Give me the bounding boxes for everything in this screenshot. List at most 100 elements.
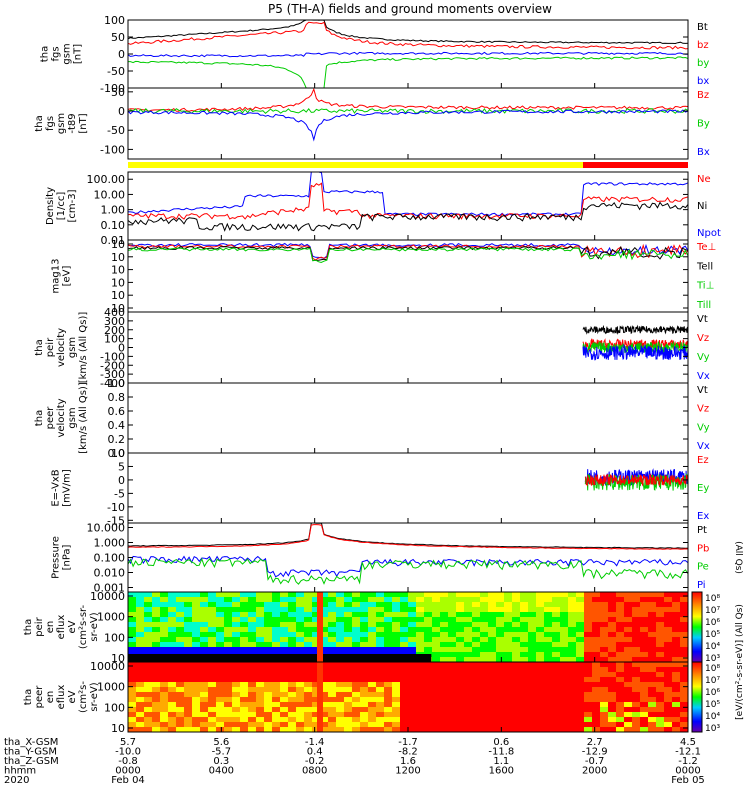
spectrogram-cell bbox=[224, 677, 233, 683]
spectrogram-cell bbox=[480, 662, 489, 668]
spectrogram-cell bbox=[408, 642, 417, 648]
spectrogram-cell bbox=[224, 722, 233, 728]
spectrogram-cell bbox=[600, 672, 609, 678]
colorbar-tick-label: 10⁶ bbox=[705, 688, 720, 698]
spectrogram-cell bbox=[472, 612, 481, 618]
spectrogram-cell bbox=[664, 712, 673, 718]
spectrogram-cell bbox=[656, 687, 665, 693]
spectrogram-cell bbox=[248, 697, 257, 703]
spectrogram-cell bbox=[624, 622, 633, 628]
spectrogram-cell bbox=[640, 722, 649, 728]
spectrogram-cell bbox=[680, 617, 689, 623]
spectrogram-cell bbox=[672, 637, 681, 643]
spectrogram-cell bbox=[192, 717, 201, 723]
spectrogram-cell bbox=[360, 627, 369, 633]
spectrogram-cell bbox=[128, 622, 137, 628]
spectrogram-cell bbox=[536, 657, 545, 663]
spectrogram-cell bbox=[336, 592, 345, 598]
spectrogram-cell bbox=[128, 632, 137, 638]
spectrogram-cell bbox=[680, 717, 689, 723]
spectrogram-cell bbox=[416, 617, 425, 623]
spectrogram-cell bbox=[160, 612, 169, 618]
panel-frame bbox=[127, 452, 689, 524]
spectrogram-cell bbox=[144, 647, 153, 653]
spectrogram-cell bbox=[152, 697, 161, 703]
y-tick-label: 5 bbox=[118, 460, 125, 473]
spectrogram-cell bbox=[440, 717, 449, 723]
spectrogram-cell bbox=[472, 632, 481, 638]
spectrogram-cell bbox=[248, 607, 257, 613]
spectrogram-cell bbox=[656, 647, 665, 653]
spectrogram-cell bbox=[544, 607, 553, 613]
spectrogram-cell bbox=[288, 707, 297, 713]
spectrogram-cell bbox=[656, 717, 665, 723]
spectrogram-cell bbox=[184, 632, 193, 638]
spectrogram-cell bbox=[512, 727, 521, 733]
y-axis-label-line: peer bbox=[45, 406, 56, 430]
spectrogram-cell bbox=[128, 612, 137, 618]
spectrogram-cell bbox=[664, 602, 673, 608]
y-tick-label: 10 bbox=[111, 251, 125, 264]
spectrogram-cell bbox=[592, 722, 601, 728]
spectrogram-cell bbox=[160, 727, 169, 733]
spectrogram-cell bbox=[592, 667, 601, 673]
spectrogram-cell bbox=[376, 592, 385, 598]
spectrogram-cell bbox=[496, 637, 505, 643]
spectrogram-cell bbox=[160, 672, 169, 678]
spectrogram-cell bbox=[488, 602, 497, 608]
spectrogram-cell bbox=[312, 632, 321, 638]
spectrogram-cell bbox=[432, 622, 441, 628]
spectrogram-cell bbox=[200, 712, 209, 718]
spectrogram-cell bbox=[480, 627, 489, 633]
spectrogram-cell bbox=[568, 697, 577, 703]
spectrogram-cell bbox=[264, 617, 273, 623]
spectrogram-cell bbox=[320, 632, 329, 638]
spectrogram-cell bbox=[248, 667, 257, 673]
spectrogram-cell bbox=[640, 677, 649, 683]
spectrogram-cell bbox=[664, 682, 673, 688]
y-axis-label-line: fgs bbox=[51, 46, 62, 61]
spectrogram-cell bbox=[368, 672, 377, 678]
spectrogram-cell bbox=[208, 697, 217, 703]
spectrogram-cell bbox=[272, 672, 281, 678]
spectrogram-cell bbox=[336, 722, 345, 728]
spectrogram-cell bbox=[384, 622, 393, 628]
spectrogram-cell bbox=[128, 597, 137, 603]
spectrogram-cell bbox=[352, 627, 361, 633]
spectrogram-cell bbox=[392, 697, 401, 703]
spectrogram-cell bbox=[464, 697, 473, 703]
spectrogram-cell bbox=[560, 602, 569, 608]
spectrogram-cell bbox=[240, 677, 249, 683]
spectrogram-cell bbox=[336, 617, 345, 623]
spectrogram-cell bbox=[440, 687, 449, 693]
spectrogram-cell bbox=[400, 602, 409, 608]
spectrogram-cell bbox=[504, 647, 513, 653]
spectrogram-cell bbox=[136, 602, 145, 608]
spectrogram-cell bbox=[528, 707, 537, 713]
y-axis-label-line: eV bbox=[67, 620, 78, 633]
spectrogram-cell bbox=[400, 692, 409, 698]
spectrogram-cell bbox=[528, 622, 537, 628]
spectrogram-cell bbox=[368, 612, 377, 618]
spectrogram-cell bbox=[536, 717, 545, 723]
spectrogram-cell bbox=[304, 592, 313, 598]
spectrogram-cell bbox=[616, 597, 625, 603]
spectrogram-cell bbox=[648, 622, 657, 628]
spectrogram-cell bbox=[248, 627, 257, 633]
legend-entry: Till bbox=[696, 300, 711, 311]
spectrogram-cell bbox=[648, 642, 657, 648]
spectrogram-cell bbox=[240, 717, 249, 723]
colorbar-tick-label: 10³ bbox=[705, 654, 720, 664]
spectrogram-cell bbox=[608, 637, 617, 643]
colorbar-tick-label: 10⁶ bbox=[705, 618, 720, 628]
spectrogram-cell bbox=[440, 697, 449, 703]
spectrogram-cell bbox=[368, 662, 377, 668]
spectrogram-cell bbox=[664, 687, 673, 693]
spectrogram-cell bbox=[304, 667, 313, 673]
legend-entry: Vy bbox=[697, 422, 710, 433]
spectrogram-cell bbox=[512, 647, 521, 653]
spectrogram-cell bbox=[416, 692, 425, 698]
spectrogram-cell bbox=[576, 657, 585, 663]
spectrogram-cell bbox=[520, 697, 529, 703]
spectrogram-cell bbox=[336, 662, 345, 668]
